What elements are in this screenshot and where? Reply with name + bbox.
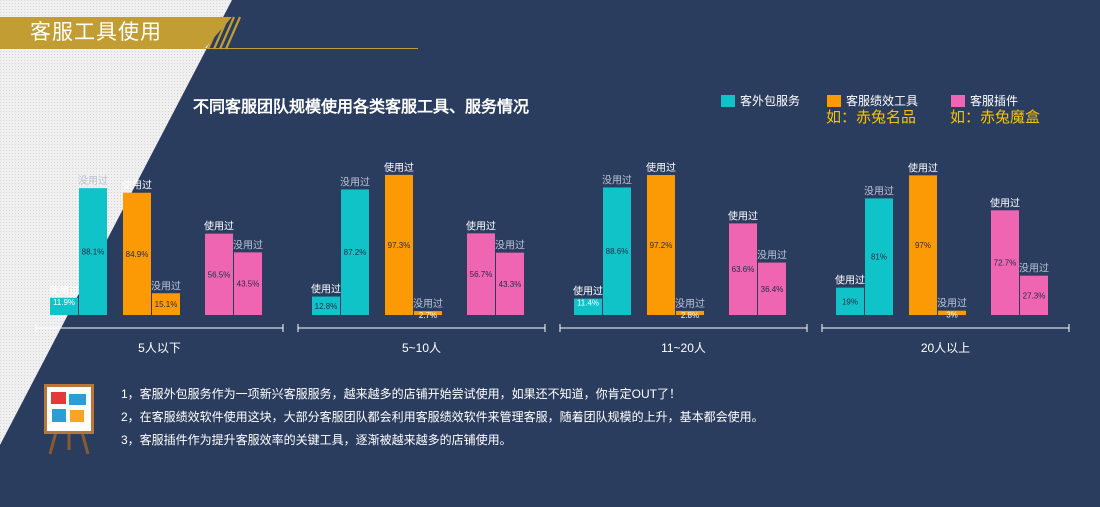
bar-status-label: 没用过 <box>78 174 108 187</box>
bar-value-label: 36.4% <box>761 285 784 294</box>
bar-status-label: 使用过 <box>908 161 938 174</box>
bar-status-label: 使用过 <box>384 161 414 174</box>
legend-item-outsourcing: 客外包服务 <box>721 92 800 109</box>
bar-status-label: 没用过 <box>495 239 525 252</box>
bar-unused <box>865 198 893 315</box>
bar-value-label: 88.1% <box>82 248 105 257</box>
bar-used <box>909 175 937 315</box>
bar-unused <box>152 293 180 315</box>
bar-value-label: 12.8% <box>315 302 338 311</box>
bar-status-label: 使用过 <box>646 161 676 174</box>
bar-used <box>123 192 151 315</box>
bar-value-label: 27.3% <box>1023 291 1046 300</box>
bar-value-label: 56.5% <box>208 270 231 279</box>
page-title: 客服工具使用 <box>30 21 162 44</box>
bar-value-label: 19% <box>842 297 858 306</box>
bar-value-label: 2.8% <box>681 311 699 320</box>
bar-unused <box>234 252 262 315</box>
bar-status-label: 没用过 <box>675 297 705 310</box>
bar-status-label: 没用过 <box>233 238 263 251</box>
title-banner <box>0 17 232 49</box>
bar-unused <box>603 187 631 315</box>
bar-value-label: 43.3% <box>499 280 522 289</box>
bar-unused <box>414 311 442 315</box>
bar-used <box>312 296 340 315</box>
bar-used <box>205 233 233 315</box>
chart-subtitle: 不同客服团队规模使用各类客服工具、服务情况 <box>193 99 530 116</box>
bar-status-label: 没用过 <box>151 279 181 292</box>
bar-status-label: 使用过 <box>466 219 496 232</box>
bar-used <box>574 298 602 315</box>
x-tick-label: 5人以下 <box>138 341 181 355</box>
bar-chart: 使用过11.9%没用过88.1%使用过84.9%没用过15.1%使用过56.5%… <box>35 161 1070 355</box>
bar-used <box>729 223 757 315</box>
bar-status-label: 没用过 <box>937 297 967 310</box>
x-tick-label: 20人以上 <box>921 341 970 355</box>
legend-item-plugin: 客服插件 <box>951 92 1018 109</box>
bar-value-label: 63.6% <box>732 265 755 274</box>
bar-used <box>991 210 1019 315</box>
notes: 1，客服外包服务作为一项新兴客服服务，越来越多的店铺开始尝试使用，如果还不知道，… <box>121 383 764 452</box>
bar-status-label: 使用过 <box>728 209 758 222</box>
legend-label-outsourcing: 客外包服务 <box>740 94 801 108</box>
legend-label-performance: 客服绩效工具 <box>846 94 919 108</box>
bar-status-label: 使用过 <box>122 179 152 192</box>
bar-value-label: 2.7% <box>419 311 437 320</box>
title-stripes-decoration <box>206 16 242 50</box>
bar-used <box>467 233 495 315</box>
x-tick-label: 5~10人 <box>402 341 441 355</box>
legend-example-performance: 如：赤兔名品 <box>826 109 917 126</box>
bar-value-label: 11.9% <box>53 298 75 307</box>
bar-used <box>50 297 78 315</box>
bar-status-label: 使用过 <box>311 283 341 296</box>
bar-value-label: 15.1% <box>155 300 178 309</box>
bar-value-label: 97% <box>915 241 931 250</box>
easel-icon <box>44 384 94 455</box>
bar-value-label: 72.7% <box>994 259 1017 268</box>
bar-value-label: 11.4% <box>577 299 599 308</box>
bar-status-label: 使用过 <box>835 274 865 287</box>
note-item: 3，客服插件作为提升客服效率的关键工具，逐渐被越来越多的店铺使用。 <box>121 433 512 447</box>
bar-unused <box>341 189 369 315</box>
note-item: 2，在客服绩效软件使用这块，大部分客服团队都会利用客服绩效软件来管理客服，随着团… <box>121 410 764 424</box>
bar-value-label: 81% <box>871 253 887 262</box>
x-tick-label: 11~20人 <box>661 341 706 355</box>
bar-used <box>385 174 413 315</box>
legend-swatch-outsourcing <box>721 94 735 107</box>
legend-item-performance: 客服绩效工具 <box>827 92 918 109</box>
bar-status-label: 使用过 <box>204 220 234 233</box>
title-underline <box>0 48 418 49</box>
bar-value-label: 97.3% <box>388 241 411 250</box>
bar-unused <box>758 262 786 315</box>
bar-status-label: 没用过 <box>413 297 443 310</box>
bar-value-label: 56.7% <box>470 270 493 279</box>
note-item: 1，客服外包服务作为一项新兴客服服务，越来越多的店铺开始尝试使用，如果还不知道，… <box>121 387 682 401</box>
bar-used <box>647 175 675 315</box>
bar-status-label: 使用过 <box>49 284 79 297</box>
bar-status-label: 使用过 <box>990 196 1020 209</box>
bar-unused <box>938 310 966 315</box>
legend-swatch-performance <box>827 94 841 107</box>
bar-unused <box>676 310 704 315</box>
corner-texture <box>0 0 232 445</box>
bar-status-label: 没用过 <box>602 173 632 186</box>
bar-status-label: 没用过 <box>864 184 894 197</box>
bar-value-label: 87.2% <box>344 248 367 257</box>
legend-example-plugin: 如：赤兔魔盒 <box>950 109 1041 126</box>
legend-swatch-plugin <box>951 94 965 107</box>
bar-status-label: 使用过 <box>573 285 603 298</box>
bar-value-label: 88.6% <box>606 247 629 256</box>
bar-value-label: 97.2% <box>650 241 673 250</box>
bar-unused <box>496 252 524 315</box>
bar-value-label: 3% <box>946 311 958 320</box>
legend-label-plugin: 客服插件 <box>970 94 1019 108</box>
bar-unused <box>79 188 107 315</box>
bar-status-label: 没用过 <box>1019 262 1049 275</box>
bar-value-label: 84.9% <box>126 250 149 259</box>
bar-status-label: 没用过 <box>340 175 370 188</box>
bar-status-label: 没用过 <box>757 249 787 262</box>
bar-unused <box>1020 275 1048 315</box>
bar-used <box>836 287 864 315</box>
bar-value-label: 43.5% <box>237 280 260 289</box>
